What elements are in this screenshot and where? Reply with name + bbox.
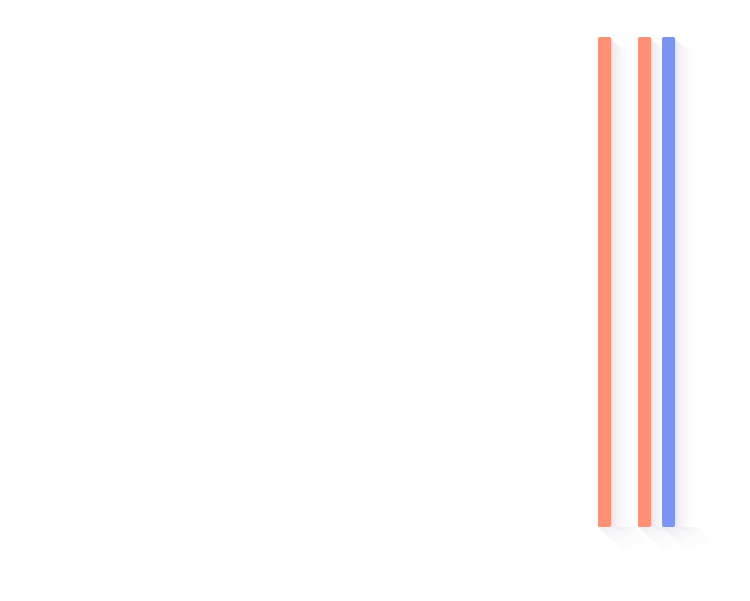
bar-shadow: [675, 40, 697, 535]
bar-floor-shadow: [598, 527, 659, 551]
bar: [662, 37, 675, 527]
bar: [598, 37, 611, 527]
bar: [638, 37, 651, 527]
bar-floor-shadow: [662, 527, 723, 551]
bar-shadow: [611, 40, 633, 535]
